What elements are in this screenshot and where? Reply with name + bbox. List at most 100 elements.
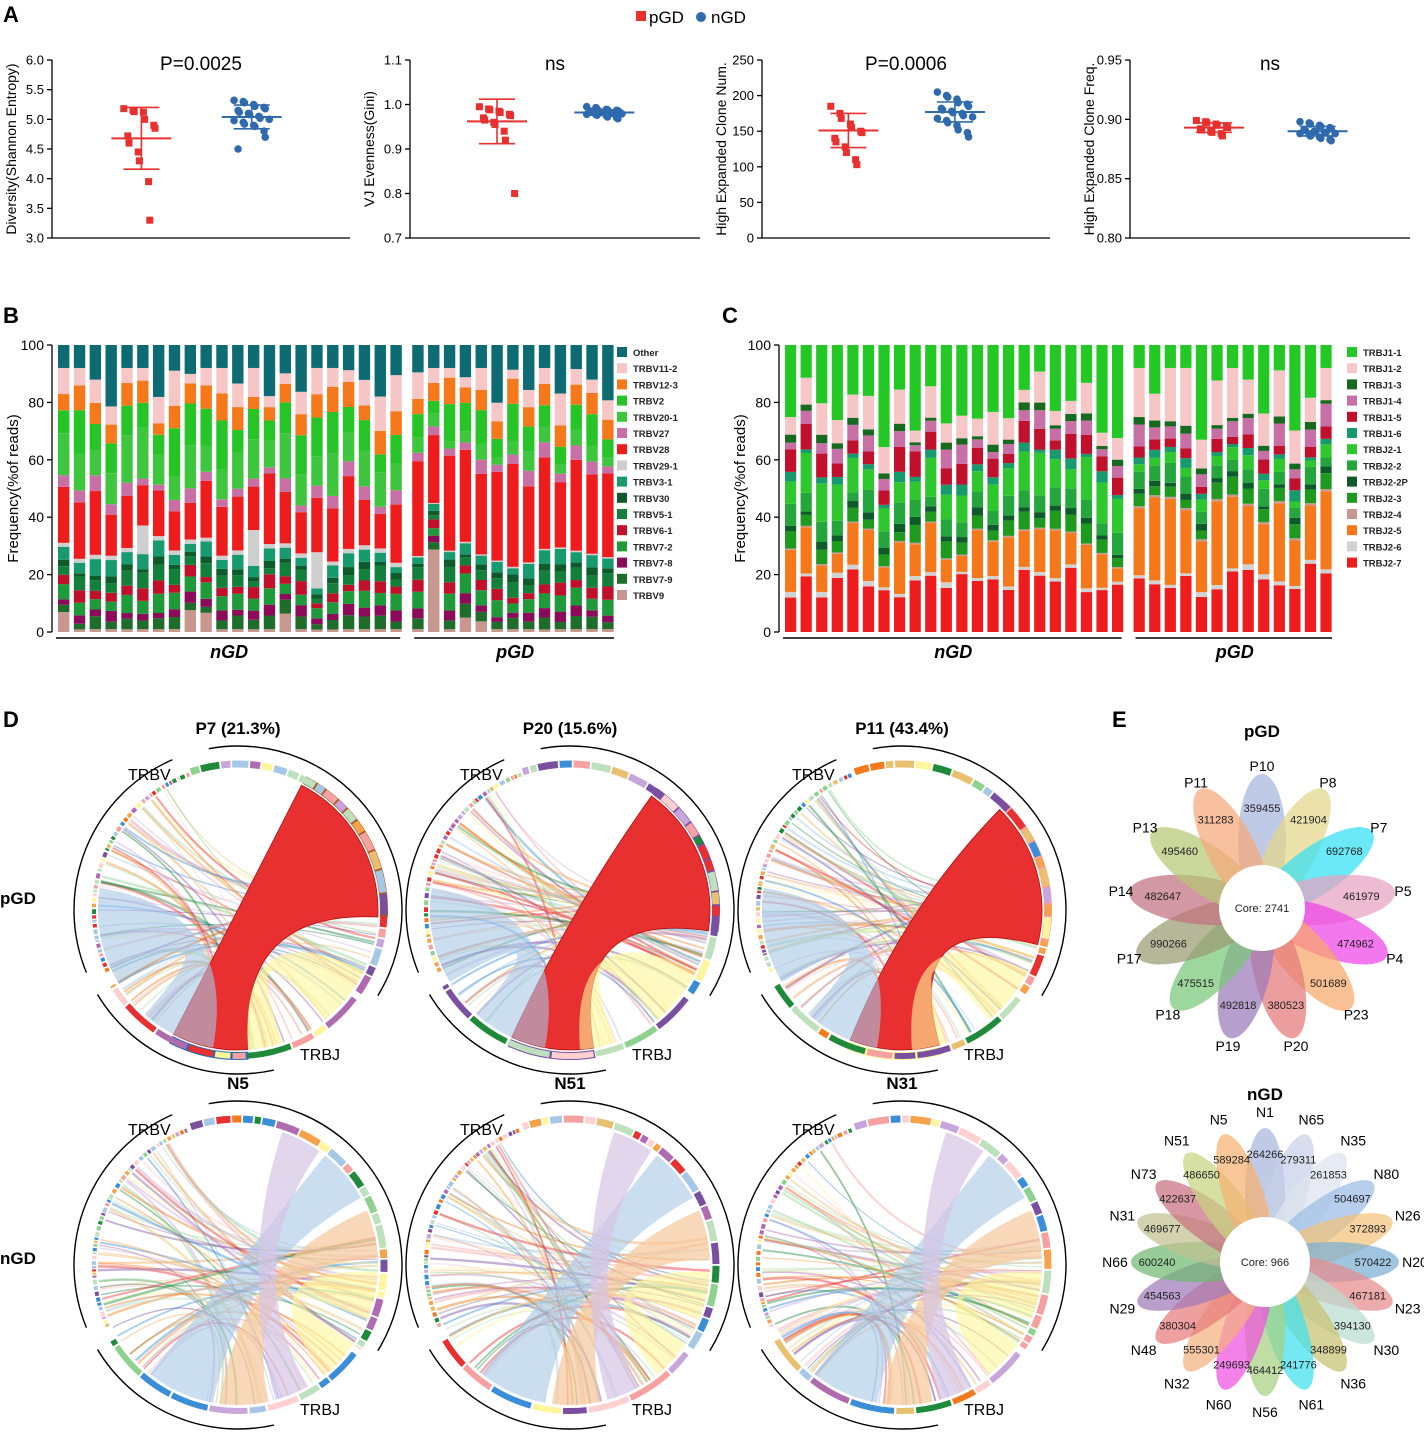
v-gene-segment-small	[175, 1131, 180, 1137]
y-tick-label: 80	[755, 394, 771, 410]
bar-segment	[390, 573, 402, 580]
bar-segment	[1018, 345, 1030, 390]
v-gene-segment	[368, 850, 382, 871]
chord-link	[130, 819, 293, 1040]
bar-segment	[1164, 482, 1176, 487]
bar-segment	[475, 611, 487, 622]
bar-segment	[1065, 508, 1077, 515]
bar-segment	[358, 450, 371, 487]
bar-segment	[800, 576, 812, 632]
v-gene-segment	[1041, 916, 1052, 940]
bar-segment	[443, 582, 456, 594]
bar-segment	[1227, 436, 1239, 445]
bar-segment	[1164, 426, 1176, 439]
petal-label: P8	[1319, 774, 1336, 790]
data-point-nGD	[968, 113, 977, 121]
bar-segment	[878, 566, 890, 568]
bar-segment	[602, 466, 614, 474]
v-gene-segment-small	[482, 1146, 488, 1152]
bar-segment	[862, 469, 875, 490]
petal-value: 380523	[1268, 1000, 1305, 1012]
chord-link	[447, 1196, 697, 1327]
chord-link-major	[430, 887, 549, 1048]
chord-link-major	[258, 1132, 320, 1400]
flower-plot-ngd: nGD264266N1279311N65261853N35504697N8037…	[1102, 1085, 1424, 1420]
bar-segment	[89, 554, 102, 560]
bar-segment	[1049, 530, 1061, 579]
v-gene-segment-small	[513, 774, 518, 779]
bar-segment	[971, 345, 984, 419]
v-gene-segment-small	[148, 792, 154, 798]
bar-segment	[878, 508, 890, 532]
bar-segment	[1096, 587, 1108, 591]
bar-segment	[232, 496, 244, 551]
bar-segment	[940, 558, 952, 560]
bar-segment	[279, 558, 291, 563]
bar-segment	[878, 447, 890, 474]
v-gene-segment-small	[183, 1128, 188, 1134]
bar-segment	[73, 367, 86, 386]
bar-segment	[785, 345, 797, 418]
bar-segment	[1195, 511, 1208, 524]
v-gene-segment-small	[811, 1148, 817, 1154]
legend-label: TRBV29-1	[633, 461, 679, 472]
bar-segment	[168, 554, 181, 565]
bar-segment	[507, 574, 519, 583]
bar-segment	[1180, 499, 1192, 509]
y-tick-label: 4.0	[26, 171, 44, 186]
y-tick-label: 0.9	[384, 142, 402, 157]
bar-segment	[412, 414, 424, 438]
data-point-nGD	[240, 120, 249, 128]
bar-segment	[862, 489, 875, 513]
bar-segment	[1018, 530, 1030, 567]
y-tick-label: 5.5	[26, 82, 44, 97]
v-gene-segment-small	[144, 795, 151, 802]
bar-segment	[89, 590, 102, 600]
data-point-pGD	[139, 108, 147, 116]
y-tick-label: 0	[36, 624, 44, 640]
bar-segment	[507, 568, 519, 575]
y-axis-title: Frequency(%of reads)	[732, 414, 749, 562]
bar-segment	[816, 453, 828, 478]
bar-segment	[459, 573, 472, 594]
v-gene-segment-small	[100, 957, 106, 963]
bar-segment	[58, 584, 70, 600]
bar-segment	[1164, 498, 1176, 585]
bar-segment	[987, 444, 999, 453]
bar-segment	[121, 405, 133, 436]
direction-arc	[96, 1349, 275, 1430]
legend-swatch	[1347, 363, 1357, 374]
petal-label: P4	[1386, 950, 1403, 966]
v-gene-segment-small	[425, 887, 430, 892]
bar-segment	[232, 575, 244, 587]
v-gene-segment-small	[759, 1229, 765, 1235]
v-gene-segment-small	[468, 802, 474, 808]
v-gene-segment-small	[95, 1297, 101, 1303]
bar-segment	[1149, 439, 1161, 450]
v-gene-segment-small	[430, 1219, 436, 1225]
bar-segment	[538, 629, 551, 632]
bar-segment	[390, 345, 402, 376]
bar-segment	[428, 503, 440, 511]
bar-segment	[247, 409, 260, 440]
bar-segment	[1289, 585, 1301, 589]
bar-segment	[263, 544, 276, 549]
chord-link-major	[883, 1210, 1042, 1406]
v-gene-segment	[703, 1306, 713, 1319]
j-gene-segment	[445, 988, 473, 1019]
chord-link	[431, 1282, 559, 1405]
y-tick-label: 0.85	[1097, 171, 1122, 186]
v-gene-segment-small	[98, 1306, 104, 1311]
bar-segment	[909, 544, 921, 577]
legend-swatch	[1347, 347, 1357, 357]
bar-segment	[538, 457, 551, 549]
direction-arc	[737, 759, 837, 973]
v-gene-segment	[529, 764, 538, 773]
v-gene-segment	[189, 765, 201, 776]
bar-segment	[1049, 459, 1061, 488]
bar-segment	[507, 566, 519, 569]
bar-segment	[58, 433, 70, 476]
v-gene-segment	[542, 1117, 549, 1125]
